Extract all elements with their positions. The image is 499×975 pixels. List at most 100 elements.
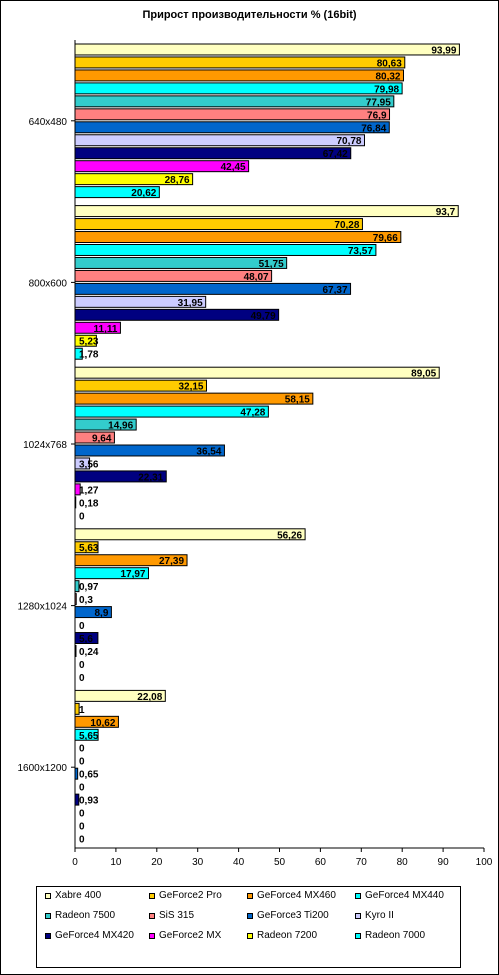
data-label: 3,56 [79, 459, 99, 470]
data-label: 5,65 [79, 731, 99, 742]
x-tick-label: 40 [233, 857, 245, 868]
data-label: 1,27 [79, 485, 99, 496]
data-label: 70,78 [336, 136, 361, 147]
legend-label: GeForce2 MX [159, 930, 222, 941]
data-label: 5,63 [79, 543, 99, 554]
legend-swatch [355, 913, 361, 919]
x-tick-label: 10 [110, 857, 122, 868]
data-label: 0,18 [79, 498, 99, 509]
legend: Xabre 400 GeForce2 Pro GeForce4 MX460 GeFor… [36, 886, 461, 968]
bar [74, 147, 352, 160]
data-label: 49,79 [251, 311, 276, 322]
data-label: 76,9 [367, 110, 387, 121]
data-label: 58,15 [285, 395, 310, 406]
data-label: 5,23 [79, 337, 99, 348]
legend-label: GeForce4 MX420 [55, 930, 134, 941]
legend-label: GeForce2 Pro [159, 890, 222, 901]
data-label: 93,7 [436, 207, 456, 218]
chart-title: Прирост производительности % (16bit) [142, 9, 357, 21]
data-label: 0 [79, 511, 85, 522]
legend-label: Kyro II [365, 910, 394, 921]
data-label: 70,28 [334, 220, 359, 231]
legend-swatch [149, 913, 155, 919]
category-label: 1600x1200 [18, 763, 68, 774]
legend-label: SiS 315 [159, 910, 195, 921]
bar [74, 308, 280, 321]
legend-label: Radeon 7000 [365, 930, 426, 941]
legend-swatch [149, 933, 155, 939]
data-label: 76,84 [361, 123, 386, 134]
legend-label: GeForce4 MX440 [365, 890, 444, 901]
data-label: 0,93 [79, 796, 99, 807]
data-label: 51,75 [259, 259, 284, 270]
legend-swatch [45, 893, 51, 899]
category-label: 1024x768 [23, 440, 67, 451]
x-tick-label: 50 [274, 857, 286, 868]
bar [74, 134, 365, 147]
data-label: 0 [79, 744, 85, 755]
x-tick-label: 20 [151, 857, 163, 868]
data-label: 1,78 [79, 350, 99, 361]
data-label: 42,45 [221, 162, 246, 173]
category-label: 800x600 [29, 278, 68, 289]
category-label: 1280x1024 [18, 602, 68, 613]
data-label: 27,39 [159, 556, 184, 567]
data-label: 73,57 [348, 246, 373, 257]
legend-label: GeForce4 MX460 [257, 890, 336, 901]
bar [74, 108, 391, 121]
data-label: 79,98 [374, 84, 399, 95]
data-label: 0 [79, 757, 85, 768]
data-label: 10,62 [90, 718, 115, 729]
x-tick-label: 30 [192, 857, 204, 868]
data-label: 14,96 [108, 421, 133, 432]
bar [74, 82, 403, 95]
data-label: 36,54 [196, 446, 221, 457]
bar [74, 392, 314, 405]
legend-label: Xabre 400 [55, 890, 102, 901]
bar [74, 528, 306, 541]
data-label: 22,31 [138, 472, 163, 483]
data-label: 48,07 [244, 272, 269, 283]
data-label: 8,9 [94, 608, 108, 619]
legend-swatch [45, 913, 51, 919]
x-tick-label: 80 [397, 857, 409, 868]
data-label: 80,63 [377, 58, 402, 69]
data-label: 20,62 [131, 188, 156, 199]
x-tick-label: 70 [356, 857, 368, 868]
legend-swatch [247, 933, 253, 939]
bar [74, 244, 377, 256]
bar [74, 366, 440, 379]
data-label: 0 [79, 621, 85, 632]
legend-label: Radeon 7500 [55, 910, 116, 921]
bar [74, 69, 405, 82]
legend-swatch [247, 893, 253, 899]
legend-swatch [45, 933, 51, 939]
legend-swatch [149, 893, 155, 899]
data-label: 11,11 [94, 324, 118, 335]
data-label: 0,65 [79, 770, 99, 781]
bar [74, 43, 460, 56]
bar [74, 56, 406, 69]
bar [74, 121, 390, 134]
legend-label: Radeon 7200 [257, 930, 318, 941]
data-label: 67,42 [323, 149, 348, 160]
legend-swatch [355, 933, 361, 939]
data-label: 0 [79, 809, 85, 820]
data-label: 0 [79, 835, 85, 846]
bar [74, 256, 288, 269]
category-label: 640x480 [29, 117, 68, 128]
bar [74, 95, 395, 108]
data-label: 31,95 [178, 298, 203, 309]
data-label: 93,99 [431, 45, 456, 56]
bar [74, 231, 402, 244]
data-label: 56,26 [277, 530, 302, 541]
data-label: 47,28 [240, 408, 265, 419]
legend-swatch [355, 893, 361, 899]
data-label: 77,95 [366, 97, 391, 108]
data-label: 17,97 [120, 569, 145, 580]
data-label: 0,24 [79, 647, 99, 658]
data-label: 0 [79, 660, 85, 671]
data-label: 32,15 [178, 382, 203, 393]
x-tick-label: 90 [438, 857, 450, 868]
